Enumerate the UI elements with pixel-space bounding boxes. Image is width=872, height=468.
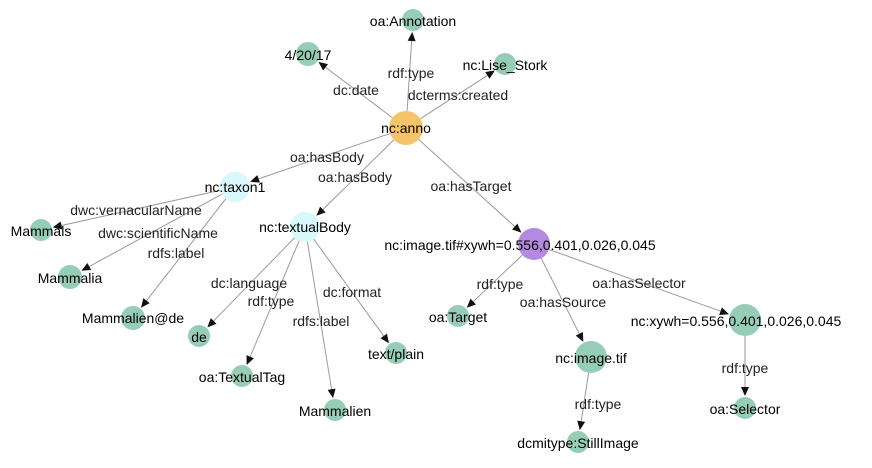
edge-label-rdf-type: rdf:type [575,396,622,412]
node-label-mammaliende: Mammalien@de [82,310,184,326]
edge-textual-to-textualtag [249,240,300,357]
edge-anno-to-taxon1 [258,133,391,180]
edge-label-dwc-scientificname: dwc:scientificName [98,225,218,241]
edge-label-dwc-vernacularname: dwc:vernacularName [70,202,202,218]
node-label-textualtag: oa:TextualTag [199,369,285,385]
arrowhead-taxon1-to-mammalia [81,262,92,271]
node-selector[interactable] [734,397,756,419]
edge-anno-to-date [325,66,393,119]
node-label-textual: nc:textualBody [259,219,351,235]
edge-imagetif-to-stillimage [580,372,590,422]
node-label-imagexy: nc:image.tif#xywh=0.556,0.401,0.026,0.04… [384,237,655,253]
node-label-textplain: text/plain [368,346,424,362]
node-label-de: de [191,329,207,345]
arrowhead-anno-to-lise [485,70,495,79]
arrowhead-imagexy-to-target [466,298,476,308]
edge-taxon1-to-mammaliende [146,198,227,301]
node-mammalia[interactable] [58,265,82,289]
edge-imagexy-to-target [472,254,523,302]
arrowhead-anno-to-date [318,61,328,71]
edges-layer [52,31,749,431]
node-target[interactable] [447,305,469,327]
edge-anno-to-lise [420,74,488,120]
edge-label-rdfs-label: rdfs:label [148,245,205,261]
node-label-date: 4/20/17 [285,47,332,63]
edge-taxon1-to-mammalia [89,193,223,267]
edge-textual-to-de [213,237,295,322]
node-label-target: oa:Target [429,309,487,325]
arrowhead-imagetif-to-stillimage [577,420,586,431]
edge-label-rdf-type: rdf:type [388,65,435,81]
node-label-imagetif: nc:image.tif [555,350,627,366]
arrowhead-anno-to-textual [316,206,326,216]
node-labels-layer: nc:anno oa:Annotation 4/20/17 nc:Lise_Stork… [11,13,842,451]
node-label-mammalia: Mammalia [38,270,103,286]
edge-label-oa-hasbody: oa:hasBody [290,149,364,165]
edge-label-oa-hasbody: oa:hasBody [318,169,392,185]
edge-label-oa-hastarget: oa:hasTarget [431,178,512,194]
arrowhead-taxon1-to-mammaliende [140,298,150,308]
arrowhead-xywh-to-selector [741,387,749,396]
node-imagexy[interactable] [518,228,550,260]
node-textualtag[interactable] [231,365,253,387]
node-stillimage[interactable] [567,431,589,453]
edge-label-rdf-type: rdf:type [248,293,295,309]
node-date[interactable] [296,42,320,66]
edge-textual-to-mammalien [306,241,333,390]
edge-label-oa-hasselector: oa:hasSelector [592,275,686,291]
node-mammalien[interactable] [324,399,346,421]
edge-imagexy-to-imagetif [540,258,580,335]
edge-label-dcterms-created: dcterms:created [408,87,508,103]
arrowhead-textual-to-mammalien [327,388,336,399]
edge-anno-to-textual [322,139,395,210]
node-label-stillimage: dcmitype:StillImage [517,435,639,451]
edge-taxon1-to-mammals [61,189,221,226]
edge-label-rdfs-label: rdfs:label [293,313,350,329]
arrowhead-taxon1-to-mammals [52,221,63,230]
edge-label-dc-format: dc:format [323,284,381,300]
node-label-selector: oa:Selector [710,401,781,417]
node-annotation[interactable] [402,9,424,31]
node-label-anno: nc:anno [381,120,431,136]
edge-anno-to-annotation [406,40,413,112]
arrowhead-imagexy-to-xywh [719,307,730,315]
edge-textual-to-textplain [313,238,385,337]
node-label-taxon1: nc:taxon1 [205,179,266,195]
node-label-annotation: oa:Annotation [370,13,456,29]
node-label-lise: nc:Lise_Stork [463,57,549,73]
edge-label-rdf-type: rdf:type [722,360,769,376]
node-textplain[interactable] [385,342,407,364]
edge-anno-to-imagexy [418,139,516,227]
edge-imagexy-to-xywh [548,248,721,312]
arrowhead-anno-to-imagexy [512,223,522,233]
edge-label-rdf-type: rdf:type [477,276,524,292]
arrowhead-anno-to-taxon1 [250,175,260,183]
edge-labels-layer: rdf:type dc:date dcterms:created oa:hasBody… [70,65,768,412]
node-label-mammals: Mammals [11,223,72,239]
node-mammaliende[interactable] [121,306,145,330]
node-label-xywh: nc:xywh=0.556,0.401,0.026,0.045 [631,313,842,329]
node-textual[interactable] [290,212,320,242]
nodes-layer [30,9,761,453]
edge-label-dc-language: dc:language [211,275,288,291]
arrowhead-textual-to-de [207,318,217,328]
node-label-mammalien: Mammalien [299,403,371,419]
node-taxon1[interactable] [220,172,250,202]
edge-label-dc-date: dc:date [333,82,379,98]
arrowhead-textual-to-textplain [380,333,389,344]
arrowhead-textual-to-textualtag [246,355,254,365]
edge-label-oa-hassource: oa:hasSource [520,294,607,310]
node-xywh[interactable] [729,304,761,336]
node-imagetif[interactable] [575,341,607,373]
node-mammals[interactable] [30,219,52,241]
node-de[interactable] [188,325,210,347]
arrowhead-anno-to-annotation [407,31,416,42]
arrowhead-imagexy-to-imagetif [575,331,584,342]
node-anno[interactable] [389,111,423,145]
node-lise[interactable] [494,53,516,75]
